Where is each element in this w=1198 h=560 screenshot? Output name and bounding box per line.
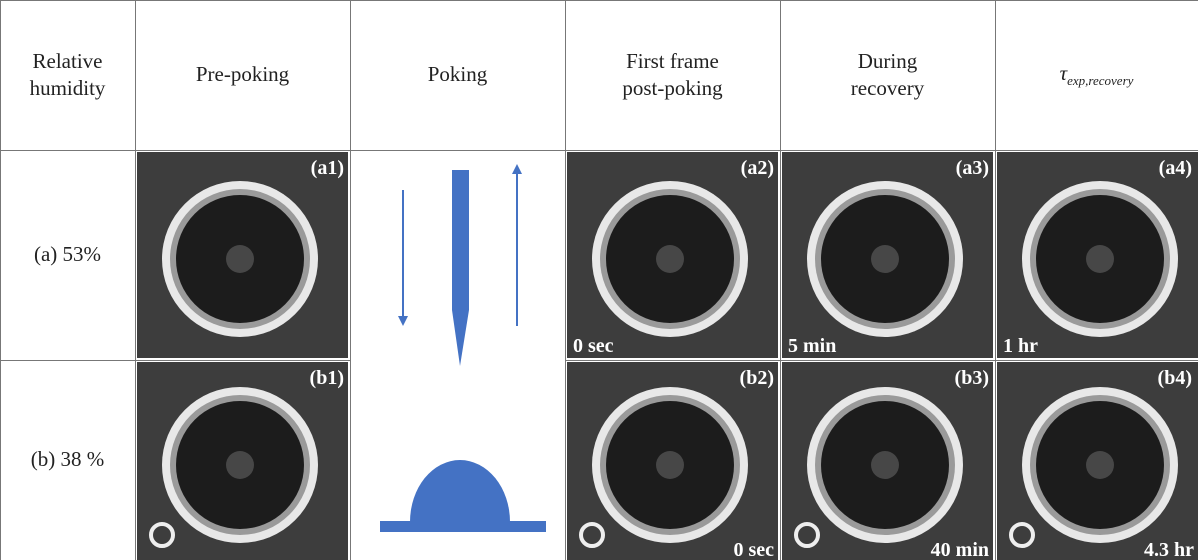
panel-tag: (a3) (956, 157, 989, 179)
poking-diagram (380, 164, 546, 532)
droplet-center (871, 245, 899, 273)
droplet-center (226, 451, 254, 479)
panel-tag: (b3) (955, 367, 989, 389)
droplet-center (1086, 451, 1114, 479)
time-label: 4.3 hr (1144, 539, 1194, 560)
figure-table: Relative humidity Pre-poking Poking Firs… (0, 0, 1198, 560)
panels: (a1) (a2) 0 sec (a3) 5 min (a4) 1 hr (b1) (b2) 0 … (0, 0, 1198, 560)
time-label: 0 sec (573, 335, 614, 357)
micrograph: (a1) (137, 152, 348, 358)
time-label: 40 min (931, 539, 989, 560)
micrograph: (b2) 0 sec (567, 362, 778, 560)
panel-tag: (a2) (741, 157, 774, 179)
micrograph: (b3) 40 min (782, 362, 993, 560)
panel-tag: (a1) (311, 157, 344, 179)
panel-tag: (b4) (1158, 367, 1192, 389)
panel-tag: (a4) (1159, 157, 1192, 179)
micrograph: (a2) 0 sec (567, 152, 778, 358)
micrograph: (b1) (137, 362, 348, 560)
panel-tag: (b1) (310, 367, 344, 389)
micrograph: (a3) 5 min (782, 152, 993, 358)
droplet-center (656, 245, 684, 273)
droplet-center (1086, 245, 1114, 273)
panel-tag: (b2) (740, 367, 774, 389)
micrograph: (a4) 1 hr (997, 152, 1198, 358)
droplet-center (871, 451, 899, 479)
time-label: 5 min (788, 335, 836, 357)
micrograph: (b4) 4.3 hr (997, 362, 1198, 560)
droplet-center (656, 451, 684, 479)
droplet-center (226, 245, 254, 273)
time-label: 1 hr (1003, 335, 1038, 357)
time-label: 0 sec (733, 539, 774, 560)
